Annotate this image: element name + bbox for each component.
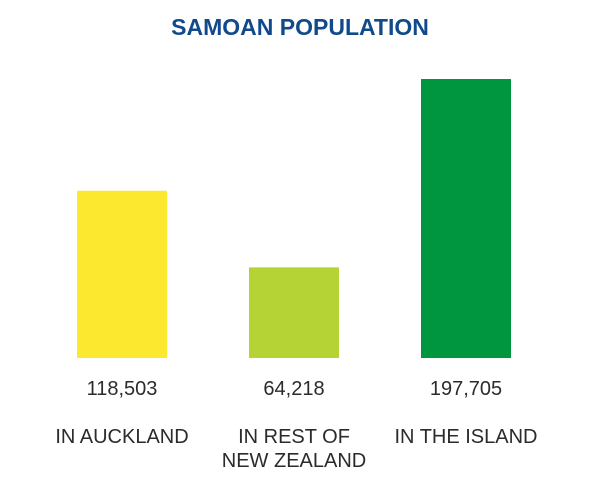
category-label: IN THE ISLAND [394, 426, 538, 448]
value-label: 118,503 [86, 378, 158, 400]
value-label: 64,218 [263, 378, 325, 400]
chart-title: SAMOAN POPULATION [171, 14, 429, 40]
category-label: IN REST OF NEW ZEALAND [221, 426, 367, 472]
value-label: 197,705 [429, 378, 503, 400]
bar [421, 79, 511, 358]
bar [77, 190, 167, 358]
bar [249, 267, 339, 358]
category-label: IN AUCKLAND [55, 426, 189, 448]
